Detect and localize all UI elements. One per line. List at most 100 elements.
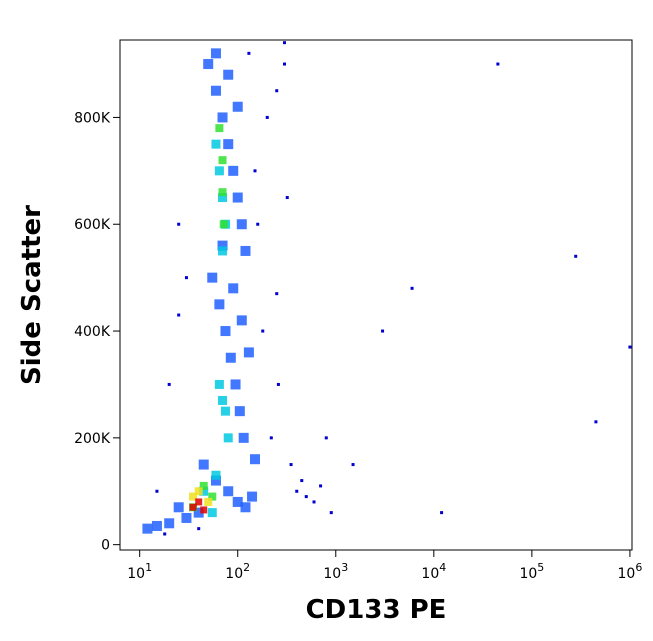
point — [324, 436, 328, 440]
point — [218, 246, 228, 256]
x-tick-label: 105 — [519, 561, 544, 582]
point — [207, 508, 217, 518]
point — [275, 292, 279, 296]
point — [329, 511, 333, 515]
point — [440, 511, 444, 515]
point — [199, 486, 209, 496]
point — [214, 379, 224, 389]
point — [253, 169, 257, 173]
point — [300, 479, 304, 483]
point — [574, 254, 578, 258]
point — [594, 420, 598, 424]
point — [289, 463, 293, 467]
point — [218, 188, 227, 197]
x-tick-base: 10 — [618, 566, 636, 582]
x-tick-base: 10 — [421, 566, 439, 582]
point — [234, 406, 245, 417]
x-tick-exponent: 6 — [635, 561, 642, 574]
x-tick-label: 101 — [127, 561, 152, 582]
point — [225, 352, 236, 363]
point — [151, 520, 162, 531]
point — [210, 48, 221, 59]
point — [142, 523, 153, 534]
point — [223, 486, 234, 497]
point — [189, 492, 198, 501]
point — [208, 492, 217, 501]
point — [276, 382, 280, 386]
point — [243, 347, 254, 358]
x-tick-exponent: 3 — [341, 561, 348, 574]
point — [177, 313, 181, 317]
point — [351, 463, 355, 467]
y-tick-label: 200K — [74, 431, 111, 447]
point — [304, 495, 308, 499]
point — [236, 219, 247, 230]
point — [228, 165, 239, 176]
point — [203, 59, 214, 70]
point — [173, 502, 184, 513]
x-tick-label: 106 — [618, 561, 643, 582]
point — [204, 497, 213, 506]
x-tick-base: 10 — [519, 566, 537, 582]
point — [230, 379, 241, 390]
x-tick-base: 10 — [127, 566, 145, 582]
point — [214, 299, 225, 310]
point — [155, 489, 159, 493]
point — [198, 459, 209, 470]
point — [628, 345, 632, 349]
point — [211, 139, 221, 149]
point — [193, 507, 204, 518]
y-tick-label: 600K — [74, 217, 111, 233]
point — [249, 454, 260, 465]
y-tick-label: 800K — [74, 110, 111, 126]
point — [275, 89, 279, 93]
x-tick-label: 102 — [225, 561, 250, 582]
point — [220, 406, 230, 416]
point — [163, 532, 167, 536]
point — [247, 51, 251, 55]
point — [214, 166, 224, 176]
point — [312, 500, 316, 504]
point — [496, 62, 500, 66]
point — [223, 69, 234, 80]
point — [215, 124, 224, 133]
point — [238, 432, 249, 443]
point — [232, 496, 243, 507]
point — [218, 193, 228, 203]
x-tick-base: 10 — [323, 566, 341, 582]
point — [200, 506, 208, 514]
point — [184, 276, 188, 280]
point — [236, 315, 247, 326]
point — [218, 156, 227, 165]
point — [218, 395, 228, 405]
point — [319, 484, 323, 488]
point — [217, 240, 228, 251]
point — [210, 475, 221, 486]
point — [211, 470, 221, 480]
point — [283, 62, 287, 66]
point — [228, 283, 239, 294]
point — [265, 115, 269, 119]
plot-frame — [119, 39, 633, 551]
point — [232, 101, 243, 112]
point — [283, 41, 287, 45]
point — [256, 222, 260, 226]
point — [164, 518, 175, 529]
x-tick-exponent: 1 — [145, 561, 152, 574]
point — [217, 112, 228, 123]
y-tick-label: 400K — [74, 324, 111, 340]
point — [189, 503, 197, 511]
point — [240, 502, 251, 513]
x-axis-title: CD133 PE — [306, 595, 447, 625]
point — [181, 512, 192, 523]
point — [194, 487, 203, 496]
point — [223, 433, 233, 443]
point — [247, 491, 258, 502]
point — [195, 498, 203, 506]
point — [177, 222, 181, 226]
x-tick-label: 104 — [421, 561, 446, 582]
x-tick-base: 10 — [225, 566, 243, 582]
point — [220, 326, 231, 337]
point — [285, 196, 289, 200]
